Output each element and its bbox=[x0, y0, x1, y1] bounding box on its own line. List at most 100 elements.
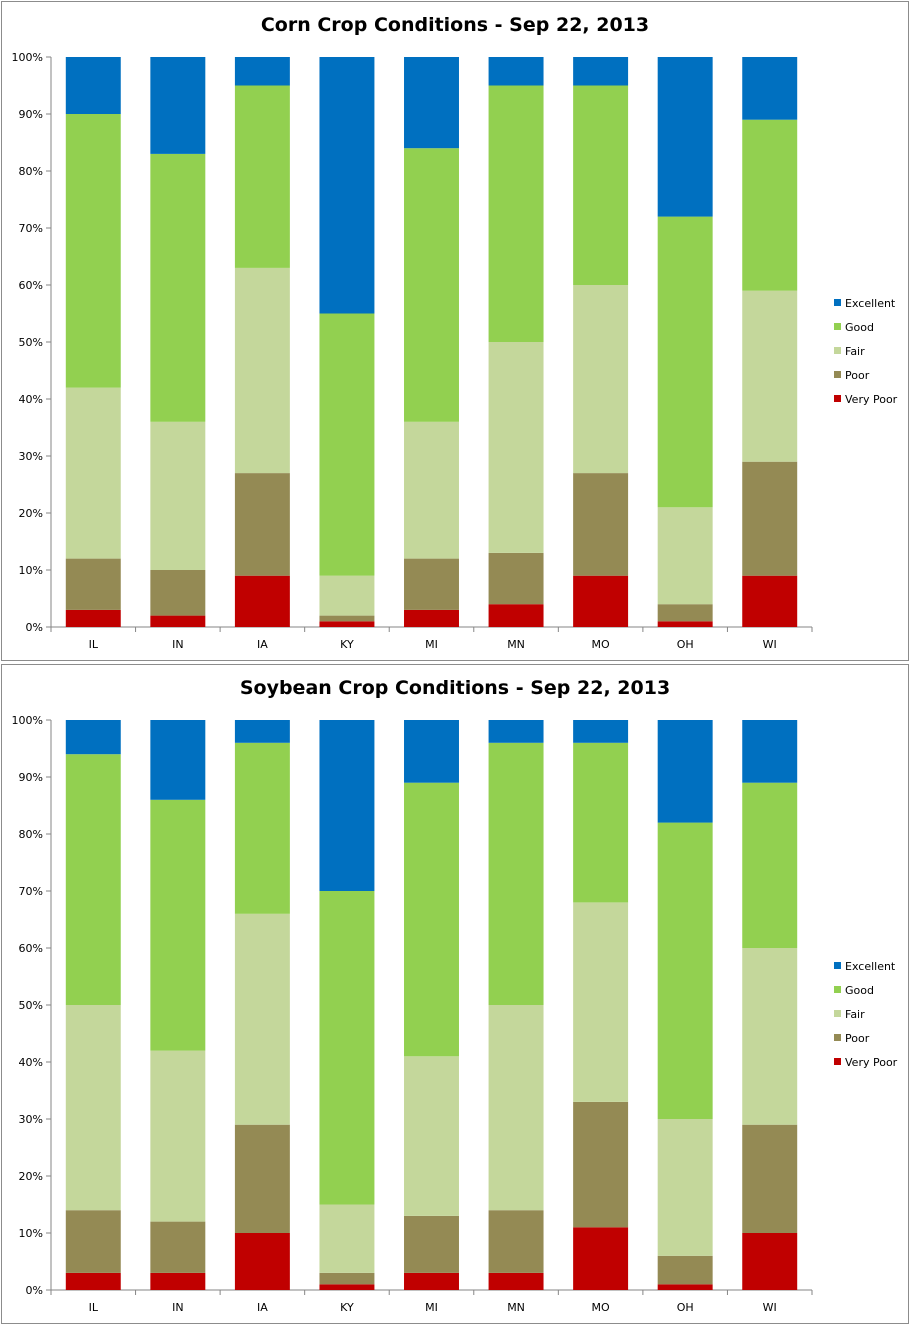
bar-segment-ia-good bbox=[234, 742, 290, 914]
bar-segment-ky-good bbox=[319, 891, 375, 1205]
bar-segment-ia-fair bbox=[234, 913, 290, 1125]
bar-segment-il-very-poor bbox=[65, 1272, 121, 1290]
bar-segment-ky-poor bbox=[319, 615, 375, 622]
bar-segment-wi-good bbox=[742, 782, 798, 948]
bar-segment-mn-poor bbox=[488, 1210, 544, 1273]
bar-segment-wi-excellent bbox=[742, 720, 798, 783]
bar-segment-oh-very-poor bbox=[657, 1284, 713, 1290]
bar-segment-ia-fair bbox=[234, 267, 290, 474]
chart-title: Soybean Crop Conditions - Sep 22, 2013 bbox=[239, 677, 671, 699]
y-tick-label: 40% bbox=[19, 393, 43, 406]
bar-segment-mi-good bbox=[404, 782, 459, 1057]
y-tick-label: 70% bbox=[19, 222, 43, 235]
bar-segment-wi-poor bbox=[742, 1124, 798, 1233]
x-tick-label: OH bbox=[677, 638, 694, 651]
bar-segment-ky-very-poor bbox=[319, 621, 375, 627]
x-tick-label: IN bbox=[172, 1301, 183, 1314]
soybean-chart-panel: Soybean Crop Conditions - Sep 22, 2013 0… bbox=[1, 664, 909, 1324]
y-tick-label: 50% bbox=[19, 336, 43, 349]
bar-segment-ky-very-poor bbox=[319, 1284, 375, 1290]
bar-segment-in-poor bbox=[150, 570, 206, 616]
y-tick-label: 90% bbox=[19, 108, 43, 121]
bar-segment-il-excellent bbox=[65, 720, 121, 755]
bar-segment-mi-fair bbox=[404, 421, 459, 559]
bar-segment-mn-fair bbox=[488, 1005, 544, 1211]
legend-label: Excellent bbox=[845, 297, 896, 310]
legend-swatch bbox=[834, 323, 841, 330]
bar-segment-mi-very-poor bbox=[404, 609, 459, 627]
bar-segment-mi-poor bbox=[404, 1215, 459, 1273]
legend-swatch bbox=[834, 1058, 841, 1065]
x-tick-label: KY bbox=[340, 1301, 354, 1314]
bar-segment-oh-good bbox=[657, 216, 713, 508]
bar-segment-mi-very-poor bbox=[404, 1272, 459, 1290]
x-tick-label: IN bbox=[172, 638, 183, 651]
bar-segment-mn-poor bbox=[488, 552, 544, 605]
bar-segment-il-fair bbox=[65, 387, 121, 559]
y-tick-label: 30% bbox=[19, 450, 43, 463]
bar-segment-oh-fair bbox=[657, 1119, 713, 1256]
legend-swatch bbox=[834, 299, 841, 306]
bar-segment-ky-good bbox=[319, 313, 375, 576]
bar-segment-in-excellent bbox=[150, 57, 206, 154]
x-tick-label: IL bbox=[89, 638, 99, 651]
y-tick-label: 50% bbox=[19, 999, 43, 1012]
bar-segment-in-good bbox=[150, 153, 206, 422]
y-tick-label: 40% bbox=[19, 1056, 43, 1069]
bar-segment-oh-good bbox=[657, 822, 713, 1119]
corn-chart-panel: Corn Crop Conditions - Sep 22, 2013 0% 10… bbox=[1, 1, 909, 661]
x-tick-label: MN bbox=[507, 638, 525, 651]
x-tick-label: MI bbox=[425, 638, 438, 651]
y-tick-label: 20% bbox=[19, 1170, 43, 1183]
x-tick-label: IA bbox=[257, 638, 268, 651]
bar-segment-mn-excellent bbox=[488, 57, 544, 86]
bar-segment-mo-fair bbox=[573, 902, 629, 1102]
legend-label: Excellent bbox=[845, 960, 896, 973]
y-tick-label: 70% bbox=[19, 885, 43, 898]
bar-segment-il-good bbox=[65, 114, 121, 388]
bar-segment-il-poor bbox=[65, 1210, 121, 1273]
y-tick-label: 10% bbox=[19, 564, 43, 577]
bar-segment-ky-fair bbox=[319, 575, 375, 616]
y-tick-label: 0% bbox=[26, 1284, 43, 1297]
bar-segment-ky-excellent bbox=[319, 720, 375, 891]
x-tick-label: WI bbox=[763, 1301, 777, 1314]
y-tick-label: 60% bbox=[19, 279, 43, 292]
y-tick-label: 30% bbox=[19, 1113, 43, 1126]
bar-segment-mo-very-poor bbox=[573, 1227, 629, 1290]
soybean-chart-plot: 0% 10% 20% 30% 40% 50% 60% 70% 80% 90% 100% IL IN IA K… bbox=[12, 714, 898, 1314]
legend-label: Good bbox=[845, 321, 874, 334]
legend-label: Very Poor bbox=[845, 1056, 898, 1069]
bar-segment-mn-good bbox=[488, 85, 544, 342]
bar-segment-ia-good bbox=[234, 85, 290, 268]
bar-segment-mn-very-poor bbox=[488, 604, 544, 627]
y-tick-label: 20% bbox=[19, 507, 43, 520]
bar-segment-mo-very-poor bbox=[573, 575, 629, 627]
bar-segment-oh-poor bbox=[657, 604, 713, 622]
x-tick-label: MI bbox=[425, 1301, 438, 1314]
legend-swatch bbox=[834, 1010, 841, 1017]
bar-segment-oh-fair bbox=[657, 507, 713, 605]
bar-segment-in-poor bbox=[150, 1221, 206, 1273]
bar-segment-ia-poor bbox=[234, 1124, 290, 1233]
bar-segment-mo-poor bbox=[573, 473, 629, 576]
bar-segment-il-poor bbox=[65, 558, 121, 610]
bar-segment-in-very-poor bbox=[150, 1272, 206, 1290]
bar-segment-in-excellent bbox=[150, 720, 206, 800]
bar-segment-mn-excellent bbox=[488, 720, 544, 743]
legend-label: Fair bbox=[845, 1008, 865, 1021]
y-tick-label: 100% bbox=[12, 51, 43, 64]
legend-swatch bbox=[834, 1034, 841, 1041]
y-tick-label: 80% bbox=[19, 165, 43, 178]
legend-label: Good bbox=[845, 984, 874, 997]
bar-segment-mo-excellent bbox=[573, 720, 629, 743]
bar-segment-in-fair bbox=[150, 1050, 206, 1222]
bar-segment-mn-very-poor bbox=[488, 1272, 544, 1290]
bar-segment-wi-very-poor bbox=[742, 575, 798, 627]
bar-segment-wi-good bbox=[742, 119, 798, 291]
bar-segment-in-fair bbox=[150, 421, 206, 570]
bar-segment-il-excellent bbox=[65, 57, 121, 114]
bar-segment-oh-excellent bbox=[657, 720, 713, 823]
bar-segment-mi-fair bbox=[404, 1056, 459, 1216]
y-tick-label: 10% bbox=[19, 1227, 43, 1240]
